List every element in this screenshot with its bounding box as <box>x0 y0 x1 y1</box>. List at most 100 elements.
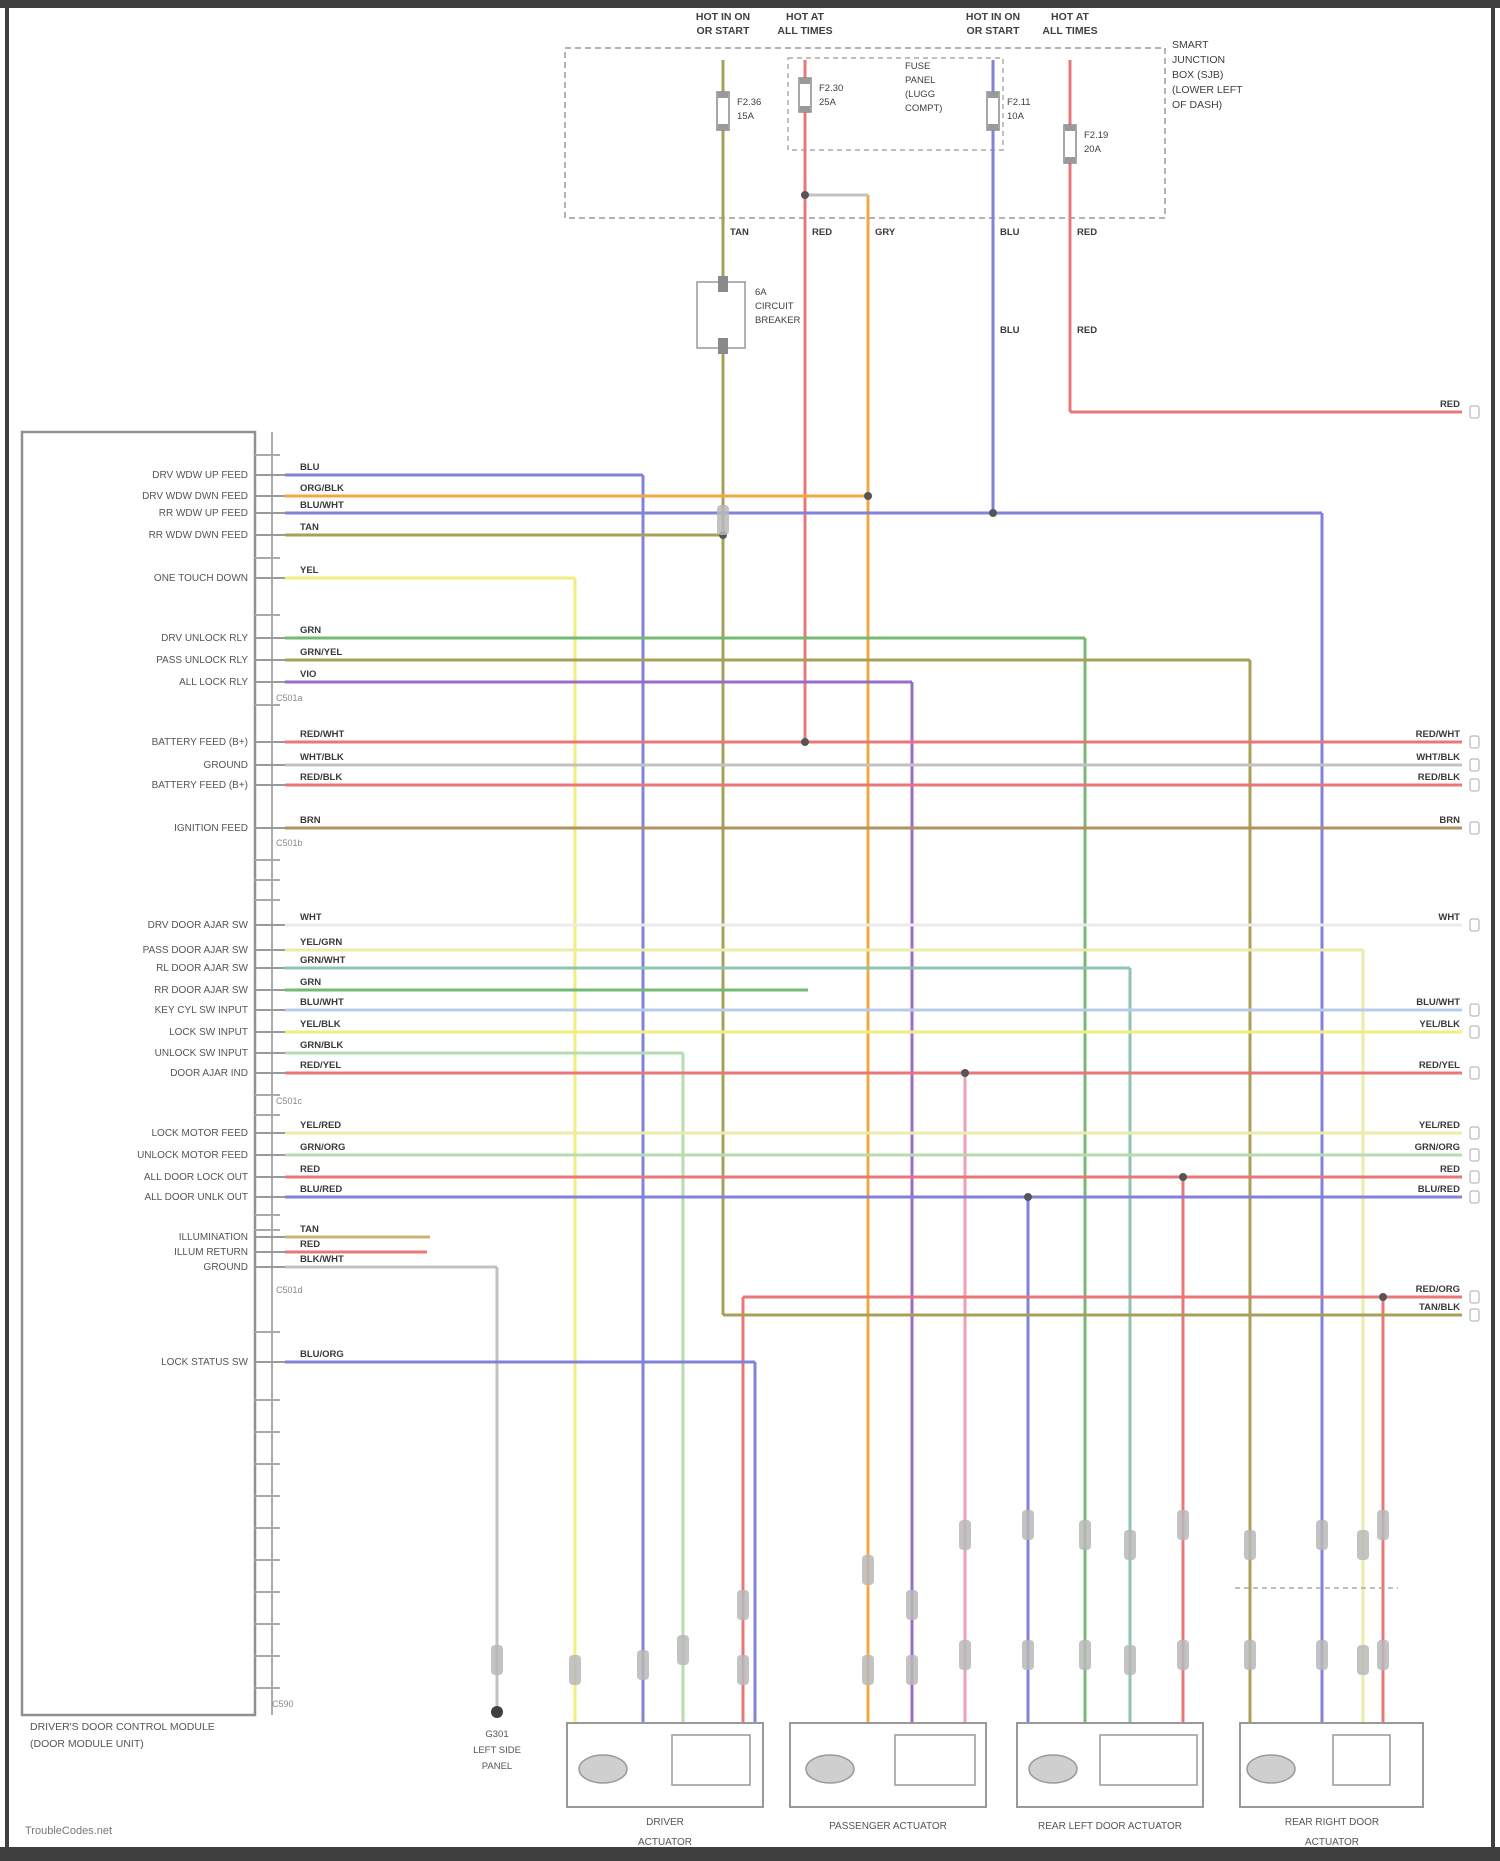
actuator-caption-line: ACTUATOR <box>1304 1837 1360 1848</box>
connector-blob <box>1022 1640 1034 1670</box>
wire-end-label: RED/BLK <box>1418 772 1460 783</box>
fuse-cap <box>1065 157 1075 163</box>
fuse-label: F2.36 <box>737 97 762 108</box>
page-border-bottom <box>0 1847 1500 1861</box>
pin-label: ILLUMINATION <box>179 1232 248 1243</box>
actuator-box <box>789 1722 987 1808</box>
pin-label: DOOR AJAR IND <box>170 1068 248 1079</box>
fuse-label: 10A <box>1007 111 1024 122</box>
wire-color-label: WHT/BLK <box>300 752 344 763</box>
edge-tick <box>1469 1066 1480 1080</box>
actuator-caption-line: REAR RIGHT DOOR <box>1284 1817 1380 1828</box>
wire-color-label: GRN <box>300 977 321 988</box>
wire-end-label: YEL/BLK <box>1419 1019 1460 1030</box>
fuse-label: 20A <box>1084 144 1101 155</box>
connector-blob <box>1316 1640 1328 1670</box>
sub-fuse-box <box>787 57 1004 151</box>
connector-blob <box>1079 1640 1091 1670</box>
sub-fusebox-label-line: FUSE <box>905 61 931 72</box>
connector-blob <box>1177 1510 1189 1540</box>
fuse-label: F2.30 <box>819 83 844 94</box>
edge-tick <box>1469 821 1480 835</box>
top-fuse-box <box>564 47 1166 219</box>
wire-color-label: ORG/BLK <box>300 483 344 494</box>
fuse-label: F2.11 <box>1007 97 1031 108</box>
edge-tick <box>1469 1190 1480 1204</box>
wire-end-label: TAN/BLK <box>1419 1302 1460 1313</box>
wire-color-label: BLK/WHT <box>300 1254 344 1265</box>
pin-label: BATTERY FEED (B+) <box>152 737 248 748</box>
wire-color-label: BLU/RED <box>300 1184 342 1195</box>
module-caption-line: (DOOR MODULE UNIT) <box>30 1738 144 1750</box>
wire-end-label: WHT <box>1438 912 1460 923</box>
wire-end-label: BLU/WHT <box>1416 997 1460 1008</box>
wire-color-label: RED <box>1077 227 1097 238</box>
connector-blob <box>1377 1640 1389 1670</box>
page-border-top <box>0 0 1500 8</box>
connector-blob <box>1357 1645 1369 1675</box>
fuse-cap <box>800 106 810 112</box>
junction-dot <box>1379 1293 1387 1301</box>
connector-id: C501b <box>276 838 303 848</box>
switch-box <box>671 1734 751 1786</box>
wire-end-label: RED/YEL <box>1419 1060 1460 1071</box>
junction-box-label-line: BOX (SJB) <box>1172 69 1224 81</box>
junction-dot <box>1024 1193 1032 1201</box>
pin-label: RL DOOR AJAR SW <box>156 963 248 974</box>
pin-label: DRV WDW DWN FEED <box>142 491 248 502</box>
wire-color-label: BRN <box>300 815 321 826</box>
wire-color-label: GRN/ORG <box>300 1142 345 1153</box>
wire-color-label: YEL <box>300 565 319 576</box>
pin-label: PASS DOOR AJAR SW <box>143 945 249 956</box>
wire-end-label: RED <box>1440 1164 1460 1175</box>
switch-box <box>894 1734 976 1786</box>
motor <box>805 1754 855 1784</box>
feed-header-line: ALL TIMES <box>777 25 833 37</box>
sub-fusebox-label-line: PANEL <box>905 75 936 86</box>
feed-header-line: HOT AT <box>1051 11 1089 23</box>
sub-fusebox-label-line: (LUGG <box>905 89 936 100</box>
edge-tick <box>1469 1003 1480 1017</box>
sub-fusebox-label-line: COMPT) <box>905 103 943 114</box>
page-border-left <box>5 0 9 1861</box>
connector-blob <box>959 1520 971 1550</box>
pin-label: RR WDW UP FEED <box>159 508 248 519</box>
wire-end-label: BRN <box>1439 815 1460 826</box>
fuse-cap <box>988 124 998 130</box>
wire-end-label: RED/ORG <box>1416 1284 1460 1295</box>
pin-label: UNLOCK SW INPUT <box>155 1048 248 1059</box>
connector-blob <box>959 1640 971 1670</box>
feed-header-line: HOT AT <box>786 11 824 23</box>
wire-color-label: YEL/GRN <box>300 937 342 948</box>
wire-color-label: GRN <box>300 625 321 636</box>
edge-tick <box>1469 1148 1480 1162</box>
pin-label: LOCK MOTOR FEED <box>152 1128 249 1139</box>
edge-tick <box>1469 1170 1480 1184</box>
connector-blob <box>1244 1640 1256 1670</box>
wire-color-label: WHT <box>300 912 322 923</box>
fuse-cap <box>718 92 728 98</box>
actuator-caption-line: DRIVER <box>646 1817 684 1828</box>
fuse-label: F2.19 <box>1084 130 1109 141</box>
wire-color-label: GRY <box>875 227 896 238</box>
pin-label: RR DOOR AJAR SW <box>154 985 248 996</box>
breaker-label-line: 6A <box>755 287 767 298</box>
pin-label: GROUND <box>204 760 248 771</box>
wire-color-label: BLU <box>300 462 320 473</box>
connector-blob <box>906 1655 918 1685</box>
pin-label: UNLOCK MOTOR FEED <box>137 1150 248 1161</box>
fuse-label: 15A <box>737 111 754 122</box>
wire-color-label: RED/YEL <box>300 1060 341 1071</box>
pin-label: ALL DOOR LOCK OUT <box>144 1172 248 1183</box>
wire-end-label: GRN/ORG <box>1415 1142 1460 1153</box>
junction-dot <box>801 191 809 199</box>
ground-symbol <box>491 1706 503 1718</box>
junction-box-label-line: OF DASH) <box>1172 99 1223 111</box>
pin-label: DRV WDW UP FEED <box>152 470 248 481</box>
ground-label-line: G301 <box>485 1729 509 1740</box>
connector-blob <box>1022 1510 1034 1540</box>
feed-header-line: HOT IN ON <box>695 11 751 23</box>
breaker-terminal <box>718 276 728 292</box>
pin-label: IGNITION FEED <box>174 823 248 834</box>
